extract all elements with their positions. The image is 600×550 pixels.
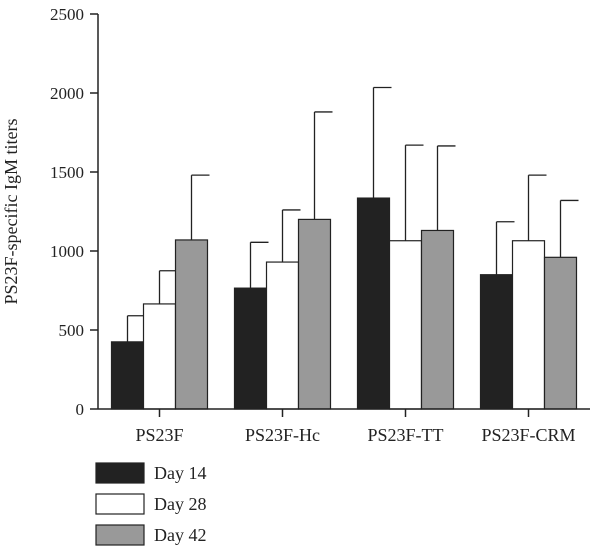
bar-day-14-ps23f-crm [479, 274, 514, 410]
x-tick-label: PS23F-CRM [481, 425, 575, 445]
x-tick-label: PS23F-Hc [245, 425, 320, 445]
bar-day-42-ps23f-tt [420, 229, 455, 410]
plot-area [110, 86, 579, 410]
bar-day-14-ps23f [110, 341, 145, 410]
bar-day-28-ps23f-hc [265, 261, 300, 410]
x-axis: PS23F PS23F-Hc PS23F-TT PS23F-CRM [98, 408, 590, 445]
y-tick-label: 0 [76, 400, 85, 419]
legend-label: Day 42 [154, 525, 207, 545]
y-axis: 0 500 1000 1500 2000 2500 [50, 5, 99, 419]
legend-swatch [95, 462, 145, 484]
legend-label: Day 14 [154, 463, 207, 483]
y-tick-label: 1500 [50, 163, 84, 182]
y-tick-label: 2000 [50, 84, 84, 103]
bar-day-28-ps23f-crm [511, 240, 546, 410]
bar-day-42-ps23f-crm [543, 256, 578, 410]
y-axis-title: PS23F-specific IgM titers [1, 119, 21, 305]
bar-day-14-ps23f-hc [233, 287, 268, 410]
bar-day-42-ps23f [174, 239, 209, 410]
bar-day-28-ps23f-tt [388, 240, 423, 410]
legend-swatch [95, 493, 145, 515]
x-tick-label: PS23F-TT [367, 425, 443, 445]
bar-day-42-ps23f-hc [297, 218, 332, 410]
bar-day-14-ps23f-tt [356, 197, 391, 410]
legend-label: Day 28 [154, 494, 207, 514]
legend: Day 14 Day 28 Day 42 [95, 462, 207, 546]
y-tick-label: 500 [59, 321, 85, 340]
y-tick-label: 2500 [50, 5, 84, 24]
x-tick-label: PS23F [135, 425, 183, 445]
bar-day-28-ps23f [142, 303, 177, 410]
legend-swatch [95, 524, 145, 546]
y-tick-label: 1000 [50, 242, 84, 261]
